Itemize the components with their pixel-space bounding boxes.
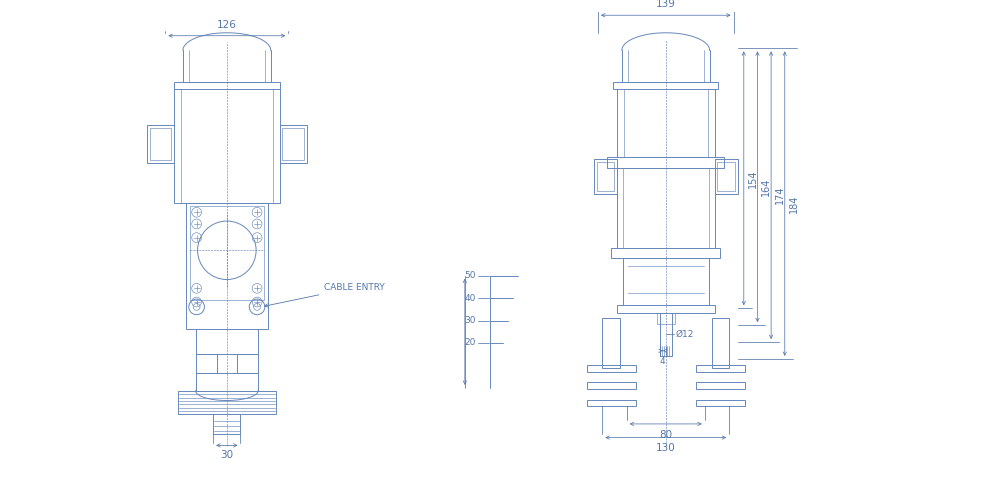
Bar bbox=[696, 400, 745, 406]
Bar bbox=[603, 318, 620, 368]
Text: 20: 20 bbox=[464, 338, 475, 347]
Bar bbox=[195, 354, 217, 373]
Bar bbox=[696, 366, 745, 372]
Text: 174: 174 bbox=[775, 186, 785, 204]
Bar bbox=[696, 382, 745, 389]
Bar bbox=[174, 90, 280, 202]
Text: 164: 164 bbox=[761, 178, 771, 196]
Text: 4: 4 bbox=[660, 356, 665, 366]
Bar bbox=[213, 414, 240, 434]
Text: 154: 154 bbox=[748, 169, 758, 188]
Bar bbox=[587, 366, 635, 372]
Text: 40: 40 bbox=[464, 294, 475, 302]
Bar bbox=[597, 162, 615, 191]
Bar bbox=[280, 126, 307, 162]
Bar bbox=[178, 391, 276, 414]
Bar bbox=[657, 312, 674, 324]
Bar bbox=[594, 158, 617, 194]
Bar bbox=[617, 168, 714, 248]
Text: 30: 30 bbox=[464, 316, 475, 325]
Text: CABLE ENTRY: CABLE ENTRY bbox=[265, 283, 385, 307]
Bar bbox=[714, 158, 738, 194]
Bar bbox=[660, 312, 671, 356]
Bar bbox=[149, 128, 171, 160]
Bar bbox=[622, 258, 709, 305]
Text: Ø12: Ø12 bbox=[675, 330, 694, 338]
Text: 50: 50 bbox=[464, 271, 475, 280]
Text: 126: 126 bbox=[217, 20, 237, 30]
Bar bbox=[195, 373, 258, 391]
Text: 30: 30 bbox=[220, 450, 233, 460]
Bar bbox=[614, 82, 718, 90]
Bar bbox=[717, 162, 735, 191]
Text: 139: 139 bbox=[655, 0, 675, 10]
Bar bbox=[186, 202, 268, 330]
Bar bbox=[617, 90, 714, 156]
Bar bbox=[146, 126, 174, 162]
Bar bbox=[608, 156, 724, 168]
Bar bbox=[237, 354, 258, 373]
Bar bbox=[617, 305, 714, 312]
Text: 130: 130 bbox=[656, 444, 675, 454]
Bar bbox=[190, 206, 264, 300]
Bar bbox=[587, 400, 635, 406]
Bar bbox=[587, 382, 635, 389]
Bar bbox=[283, 128, 304, 160]
Bar bbox=[174, 82, 280, 90]
Bar bbox=[612, 248, 720, 258]
Text: 184: 184 bbox=[789, 194, 799, 213]
Bar bbox=[711, 318, 729, 368]
Text: 80: 80 bbox=[659, 430, 672, 440]
Bar bbox=[195, 330, 258, 353]
